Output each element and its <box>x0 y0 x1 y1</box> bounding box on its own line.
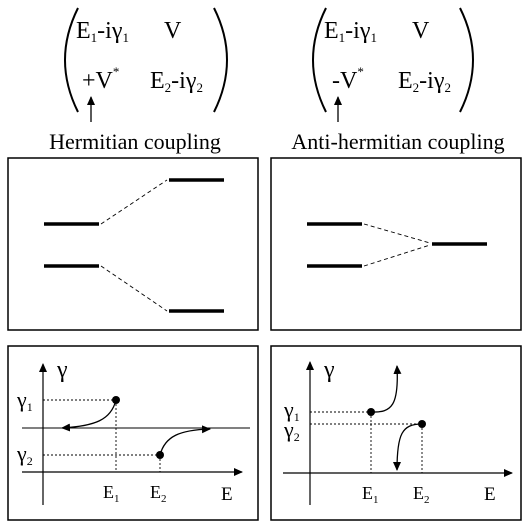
right-plot-tick-E2: E2 <box>413 483 430 506</box>
left-matrix-m21: +V* <box>82 64 119 94</box>
left-matrix-bracket-open <box>64 7 79 113</box>
left-plot-point-1 <box>112 396 120 404</box>
right-plot-tick-gamma2: γ2 <box>283 417 300 444</box>
left-matrix-m22: E2-iγ2 <box>150 68 203 95</box>
left-level-diagram <box>7 157 259 331</box>
left-plot-y-label: γ <box>56 357 68 383</box>
right-matrix-caption: Anti-hermitian coupling <box>291 129 504 154</box>
left-matrix-m12: V <box>164 18 182 44</box>
right-plot-tick-E1: E1 <box>362 483 379 506</box>
right-plot-tick-gamma1: γ1 <box>283 397 300 424</box>
right-matrix-m11: E1-iγ1 <box>324 18 377 45</box>
left-plot-tick-gamma2: γ2 <box>16 441 33 468</box>
left-matrix-m11: E1-iγ1 <box>76 18 129 45</box>
right-plot-point-1 <box>367 408 375 416</box>
right-level-diagram <box>270 157 522 331</box>
right-matrix-m21: -V* <box>332 64 364 94</box>
right-matrix: E1-iγ1 V -V* E2-iγ2 Anti-hermitian coupl… <box>291 7 505 154</box>
left-level-panel <box>7 157 259 331</box>
left-plot-tick-E1: E1 <box>103 482 120 505</box>
left-plot-panel <box>7 345 259 521</box>
right-level-connector-upper <box>363 223 431 244</box>
right-plot-x-label: E <box>484 484 496 505</box>
left-plot-trajectory-2 <box>159 425 211 456</box>
right-matrix-m12: V <box>412 18 430 44</box>
right-plot-point-2 <box>418 420 426 428</box>
right-matrix-m22: E2-iγ2 <box>398 68 451 95</box>
left-plot-point-2 <box>156 451 164 459</box>
right-plot-trajectory-1 <box>370 365 402 413</box>
left-level-connector-lower <box>100 265 168 312</box>
left-gamma-plot: γ E γ1 γ2 E1 E2 <box>7 345 259 521</box>
right-plot-trajectory-2 <box>393 423 423 471</box>
right-level-connector-lower <box>363 244 431 267</box>
right-plot-panel <box>270 345 522 521</box>
right-matrix-bracket-close <box>459 7 474 113</box>
left-level-connector-upper <box>100 179 168 225</box>
right-matrix-bracket-open <box>312 7 327 113</box>
left-matrix-bracket-close <box>213 7 228 113</box>
left-matrix: E1-iγ1 V +V* E2-iγ2 Hermitian coupling <box>49 7 228 154</box>
right-plot-y-label: γ <box>323 357 335 383</box>
right-gamma-plot: γ E γ1 γ2 E1 E2 <box>270 345 522 521</box>
left-plot-tick-E2: E2 <box>150 482 167 505</box>
left-plot-trajectory-1 <box>61 399 117 432</box>
right-level-panel <box>270 157 522 331</box>
left-matrix-caption: Hermitian coupling <box>49 129 221 154</box>
left-plot-tick-gamma1: γ1 <box>16 387 33 414</box>
left-plot-x-label: E <box>221 484 233 505</box>
